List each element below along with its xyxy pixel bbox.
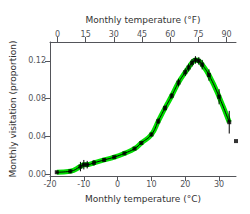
svg-text:30: 30 [109,30,119,39]
svg-text:0.08: 0.08 [28,94,46,103]
svg-text:60: 60 [165,30,175,39]
svg-text:0: 0 [115,180,120,189]
svg-text:-20: -20 [43,180,56,189]
svg-text:20: 20 [180,180,190,189]
svg-text:Monthly visitation (proportion: Monthly visitation (proportion) [8,41,18,178]
svg-text:0.00: 0.00 [28,170,46,179]
svg-text:0.12: 0.12 [28,56,46,65]
svg-text:45: 45 [137,30,147,39]
svg-text:Monthly temperature (°C): Monthly temperature (°C) [85,194,201,204]
svg-text:10: 10 [146,180,156,189]
svg-text:90: 90 [222,30,232,39]
svg-text:75: 75 [193,30,203,39]
svg-text:30: 30 [214,180,224,189]
svg-text:0.04: 0.04 [28,132,46,141]
svg-text:15: 15 [81,30,91,39]
svg-text:Monthly temperature (°F): Monthly temperature (°F) [85,15,200,25]
svg-text:-10: -10 [77,180,90,189]
svg-text:0: 0 [55,30,60,39]
